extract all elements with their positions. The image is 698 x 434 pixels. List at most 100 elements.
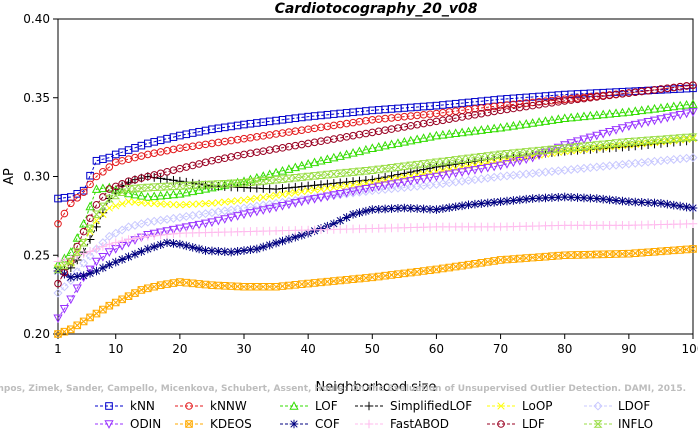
data-point-fastabod — [111, 238, 121, 247]
data-point-ldof — [79, 258, 89, 268]
data-point-kdeos — [253, 282, 261, 291]
data-point-loop — [92, 216, 101, 225]
data-point-odin — [681, 109, 692, 119]
data-point-ldof — [669, 154, 679, 164]
data-point-odin — [675, 110, 685, 120]
data-point-odin — [457, 168, 467, 177]
data-point-inflo — [515, 148, 525, 157]
data-point-cof — [271, 238, 281, 248]
data-point-lof — [643, 104, 653, 114]
data-point-ldf — [188, 161, 197, 170]
data-point-cof — [669, 200, 679, 210]
data-point-odin — [592, 131, 602, 141]
data-point-cof — [361, 206, 371, 216]
data-point-kdeos — [657, 247, 665, 256]
data-point-inflo — [682, 133, 692, 142]
data-point-cof — [663, 199, 672, 209]
data-point-knn — [143, 139, 152, 148]
data-point-kdeos — [60, 327, 69, 336]
data-point-cof — [329, 219, 339, 229]
data-point-loop — [285, 189, 293, 198]
data-point-odin — [624, 122, 634, 131]
data-point-loop — [663, 137, 671, 145]
data-point-inflo — [560, 144, 570, 152]
data-point-lof — [380, 140, 390, 150]
data-point-kdeos — [349, 275, 357, 283]
data-point-knn — [689, 84, 697, 93]
data-point-loop — [317, 185, 325, 193]
data-point-cof — [226, 247, 236, 257]
data-point-cof — [579, 193, 589, 203]
data-point-lof — [669, 101, 679, 111]
data-point-cof — [560, 192, 570, 202]
data-point-lof — [316, 155, 326, 165]
data-point-ldf — [201, 158, 210, 167]
data-point-loop — [246, 195, 255, 203]
data-point-lof — [329, 152, 339, 162]
data-point-odin — [194, 220, 204, 230]
data-point-odin — [656, 115, 666, 124]
x-tick-label: 90 — [621, 342, 636, 356]
legend-marker-loop — [497, 402, 505, 410]
data-point-kdeos — [368, 273, 377, 282]
data-point-odin — [207, 218, 217, 228]
data-point-cof — [53, 266, 63, 276]
data-point-ldof — [111, 228, 121, 238]
data-point-lof — [386, 139, 397, 149]
data-point-knnw — [73, 193, 82, 202]
data-point-kdeos — [451, 262, 460, 271]
data-point-loop — [349, 181, 357, 189]
data-point-ldof — [650, 156, 660, 166]
data-point-loop — [131, 198, 139, 206]
data-point-loop — [189, 200, 197, 208]
data-point-fastabod — [60, 255, 69, 265]
data-point-cof — [117, 255, 127, 264]
data-point-odin — [316, 193, 326, 203]
series-line-odin — [57, 111, 694, 319]
data-point-lof — [681, 99, 692, 109]
data-point-lof — [188, 186, 198, 196]
data-point-odin — [508, 158, 519, 168]
legend-item-kdeos: KDEOS — [175, 417, 252, 431]
data-point-lof — [136, 190, 147, 200]
data-point-odin — [393, 179, 403, 188]
data-point-ldof — [387, 184, 397, 194]
citation-note: Campos, Zimek, Sander, Campello, Micenko… — [0, 384, 686, 394]
data-point-fastabod — [169, 229, 178, 239]
data-point-loop — [298, 187, 306, 196]
data-point-cof — [643, 198, 653, 207]
data-point-odin — [406, 177, 416, 186]
legend-marker-knn — [105, 402, 113, 410]
data-point-odin — [85, 265, 95, 275]
data-point-cof — [688, 203, 698, 213]
data-point-lof — [265, 169, 275, 179]
legend-label-knn: kNN — [130, 399, 155, 413]
data-point-inflo — [271, 175, 281, 184]
data-point-inflo — [72, 248, 82, 256]
data-point-odin — [386, 180, 397, 190]
data-point-odin — [188, 222, 198, 231]
data-point-inflo — [367, 166, 377, 174]
data-point-ldof — [508, 170, 518, 180]
data-point-lof — [547, 115, 557, 124]
data-point-lof — [566, 112, 576, 122]
data-point-loop — [208, 199, 216, 207]
data-point-lof — [502, 121, 512, 131]
data-point-inflo — [380, 164, 390, 173]
data-point-fastabod — [85, 247, 95, 256]
data-point-kdeos — [464, 260, 473, 269]
legend-marker-knnw — [185, 402, 193, 410]
data-point-ldof — [59, 282, 69, 292]
data-point-odin — [463, 167, 474, 176]
data-point-cof — [605, 195, 614, 205]
data-point-ldof — [374, 185, 384, 195]
data-point-inflo — [310, 172, 320, 180]
legend-marker-ldof — [593, 401, 603, 411]
data-point-inflo — [245, 178, 255, 186]
data-point-inflo — [316, 171, 326, 180]
data-point-fastabod — [688, 219, 698, 229]
series-fastabod — [53, 219, 698, 266]
data-point-inflo — [329, 170, 339, 178]
data-point-odin — [277, 201, 288, 211]
data-point-cof — [477, 199, 486, 208]
